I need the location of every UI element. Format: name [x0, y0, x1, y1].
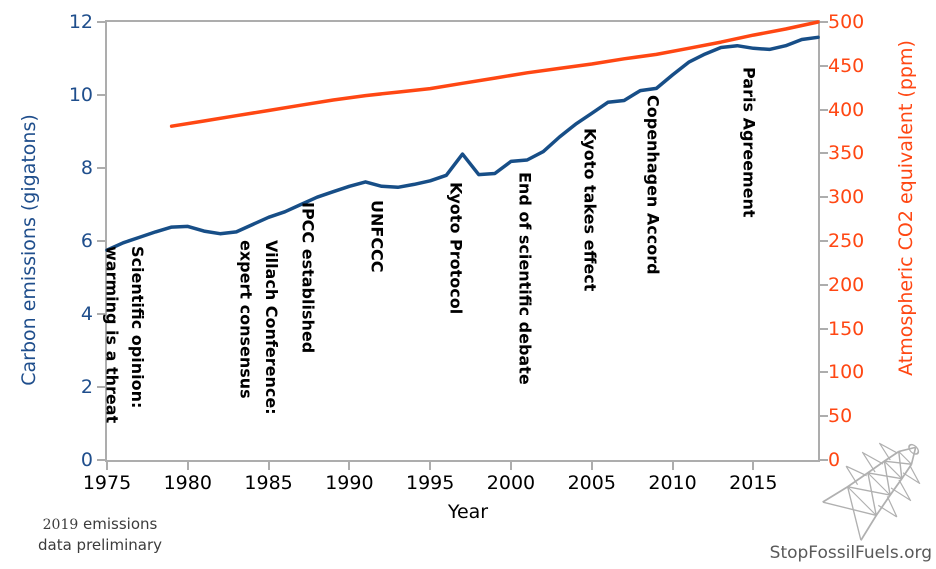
data-preliminary-note: 2019 emissions data preliminary [24, 514, 176, 555]
event-annotation: Copenhagen Accord [643, 95, 663, 275]
right-axis-tick-label: 350 [828, 142, 865, 165]
left-axis-tick [97, 167, 105, 169]
left-axis-tick-label: 12 [68, 11, 93, 33]
note-line-1: 2019 emissions [24, 514, 176, 535]
left-axis-tick-label: 2 [80, 376, 93, 398]
right-axis-tick [820, 459, 828, 461]
left-axis-title: Carbon emissions (gigatons) [18, 114, 40, 386]
x-axis-tick [671, 462, 674, 470]
right-axis-tick [820, 415, 828, 418]
x-axis-tick-label: 1975 [82, 472, 132, 494]
left-axis-tick [97, 313, 105, 315]
pylon-wireframe [822, 442, 921, 541]
right-axis-tick-label: 300 [828, 186, 865, 209]
note-rest: emissions [83, 515, 158, 533]
event-annotation: End of scientific debate [515, 172, 535, 385]
event-annotation: Paris Agreement [739, 67, 759, 218]
event-annotation: UNFCCC [367, 200, 387, 273]
x-axis-tick [590, 462, 593, 470]
left-axis-tick [97, 459, 105, 461]
x-axis-tick [186, 462, 189, 470]
x-axis-tick [267, 462, 270, 470]
note-line-2: data preliminary [38, 536, 162, 554]
left-axis-tick [97, 94, 105, 96]
right-axis-tick [820, 327, 828, 330]
right-axis-tick-label: 200 [828, 273, 865, 296]
left-axis-tick-label: 0 [80, 449, 93, 471]
event-annotation: Kyoto takes effect [580, 128, 600, 292]
x-axis-tick-label: 1990 [325, 472, 374, 494]
left-axis-tick [97, 386, 105, 388]
credit-url: StopFossilFuels.org [769, 543, 932, 563]
x-axis-tick-label: 1985 [244, 472, 293, 494]
left-axis-tick-label: 4 [80, 303, 93, 325]
right-axis-tick [820, 371, 828, 374]
right-axis-tick-label: 0 [828, 449, 841, 471]
note-year: 2019 [42, 517, 79, 533]
x-axis-title: Year [447, 501, 489, 523]
right-axis-tick [820, 196, 828, 199]
right-axis-tick [820, 152, 828, 155]
right-axis-tick [820, 64, 828, 67]
right-axis-tick [820, 21, 828, 23]
right-axis-tick-label: 100 [828, 361, 865, 384]
x-axis-tick [429, 462, 432, 470]
x-axis-tick-label: 2010 [648, 472, 697, 494]
left-axis-tick [97, 240, 105, 242]
x-axis-tick-label: 2000 [486, 472, 536, 494]
x-axis-tick-label: 1995 [405, 472, 455, 494]
left-axis-tick [97, 21, 105, 23]
event-annotation: IPCC established [298, 202, 318, 354]
left-axis-tick-label: 6 [80, 230, 93, 252]
x-axis-tick-label: 1980 [163, 472, 212, 494]
event-annotation: Villach Conference: expert consensus [236, 240, 282, 415]
x-axis-tick [106, 462, 108, 470]
x-axis-tick-label: 2005 [567, 472, 616, 494]
right-axis-tick-label: 250 [828, 230, 865, 252]
right-axis-tick [820, 240, 828, 242]
right-axis-tick [820, 108, 828, 111]
right-axis-tick-label: 150 [828, 317, 865, 340]
left-axis-tick-label: 8 [80, 157, 93, 179]
right-axis-tick [820, 283, 828, 286]
left-axis-tick-label: 10 [68, 84, 93, 106]
right-axis-title: Atmospheric CO2 equivalent (ppm) [895, 40, 917, 376]
x-axis-tick [752, 462, 755, 470]
event-annotation: Kyoto Protocol [446, 182, 466, 315]
right-axis-tick-label: 450 [828, 54, 865, 77]
right-axis-tick-label: 400 [828, 98, 865, 121]
x-axis-tick-label: 2015 [729, 472, 778, 494]
right-axis-tick-label: 500 [828, 11, 865, 33]
right-axis-tick-label: 50 [828, 405, 853, 428]
falling-pylon-icon [815, 420, 936, 547]
x-axis-tick [509, 462, 512, 470]
x-axis-tick [348, 462, 351, 470]
event-annotation: Scientific opinion: warming is a threat [102, 246, 148, 424]
